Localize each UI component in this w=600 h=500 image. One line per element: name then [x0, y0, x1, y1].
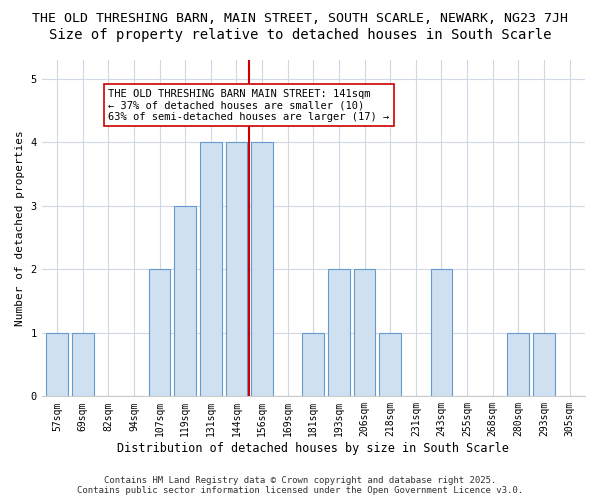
Bar	[533, 333, 555, 396]
Bar	[46, 333, 68, 396]
Bar	[226, 142, 247, 396]
Bar	[431, 270, 452, 396]
Bar	[508, 333, 529, 396]
Text: Contains HM Land Registry data © Crown copyright and database right 2025.
Contai: Contains HM Land Registry data © Crown c…	[77, 476, 523, 495]
Bar	[200, 142, 222, 396]
X-axis label: Distribution of detached houses by size in South Scarle: Distribution of detached houses by size …	[118, 442, 509, 455]
Text: THE OLD THRESHING BARN MAIN STREET: 141sqm
← 37% of detached houses are smaller : THE OLD THRESHING BARN MAIN STREET: 141s…	[109, 88, 389, 122]
Text: Size of property relative to detached houses in South Scarle: Size of property relative to detached ho…	[49, 28, 551, 42]
Bar	[149, 270, 170, 396]
Bar	[302, 333, 324, 396]
Text: THE OLD THRESHING BARN, MAIN STREET, SOUTH SCARLE, NEWARK, NG23 7JH: THE OLD THRESHING BARN, MAIN STREET, SOU…	[32, 12, 568, 26]
Y-axis label: Number of detached properties: Number of detached properties	[15, 130, 25, 326]
Bar	[174, 206, 196, 396]
Bar	[72, 333, 94, 396]
Bar	[353, 270, 376, 396]
Bar	[251, 142, 273, 396]
Bar	[328, 270, 350, 396]
Bar	[379, 333, 401, 396]
